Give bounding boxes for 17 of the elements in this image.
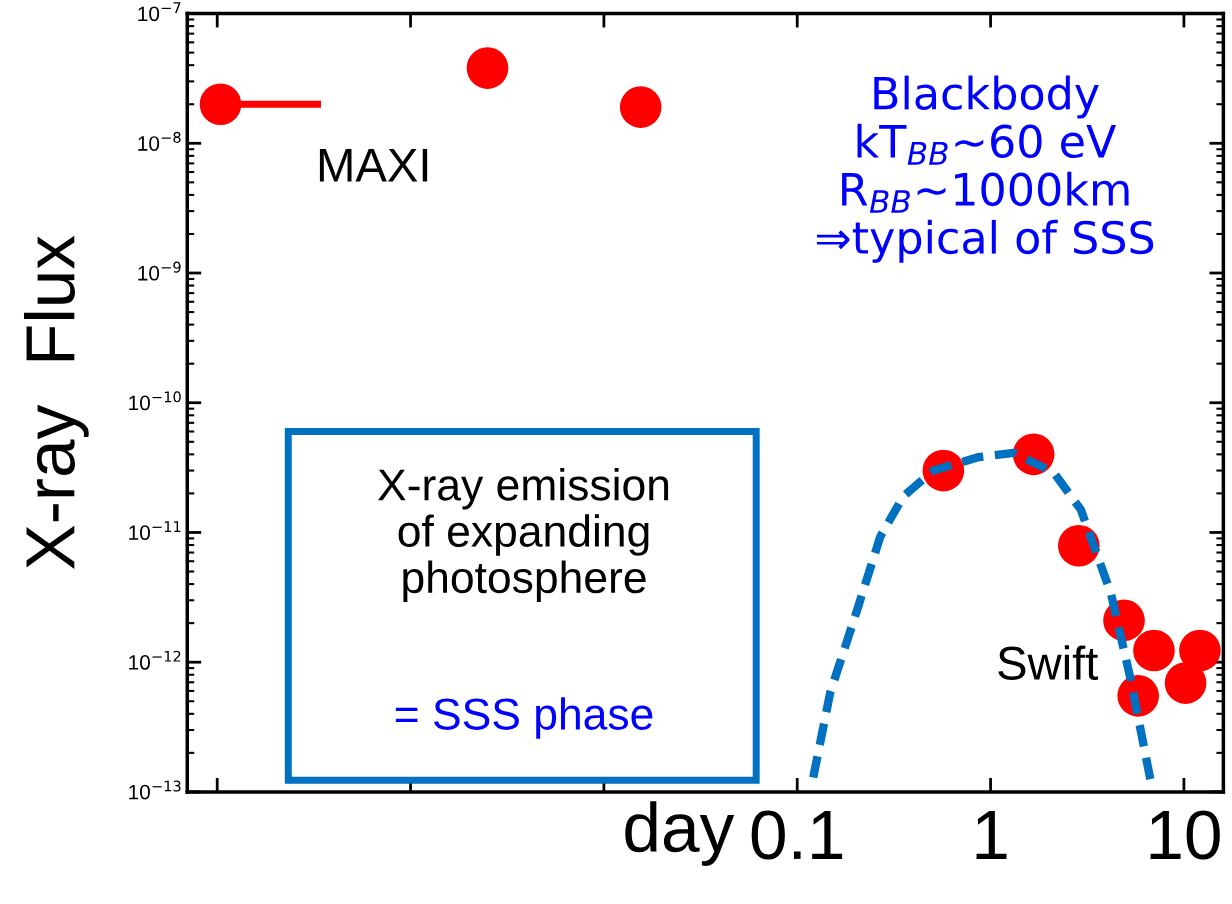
y-tick-label: 10$^{−10}$ — [129, 391, 181, 411]
x-axis-title: day — [625, 801, 735, 866]
series-label: MAXI — [319, 148, 428, 182]
x-tick-label: 0.1 — [751, 810, 843, 860]
text: Blackbody kT$_{BB}$~60 eV R$_{BB}$~1000km ⇒typical of SSS — [816, 75, 1154, 263]
annotation: X-ray emission of expanding photosphere — [378, 468, 669, 603]
annotation: = SSS phase — [395, 697, 653, 739]
y-tick-label: 10$^{−7}$ — [138, 2, 181, 22]
y-axis-title: X-ray Flux — [23, 235, 89, 570]
x-tick-label: 1 — [976, 811, 1007, 859]
y-tick-label: 10$^{−8}$ — [138, 131, 181, 151]
series-label: Swift — [998, 645, 1099, 681]
y-tick-label: 10$^{−12}$ — [129, 650, 181, 670]
y-tick-label: 10$^{−9}$ — [138, 261, 181, 281]
y-tick-label: 10$^{−11}$ — [129, 521, 181, 541]
y-tick-label: 10$^{−13}$ — [129, 780, 181, 800]
x-tick-label: 10 — [1150, 810, 1220, 860]
